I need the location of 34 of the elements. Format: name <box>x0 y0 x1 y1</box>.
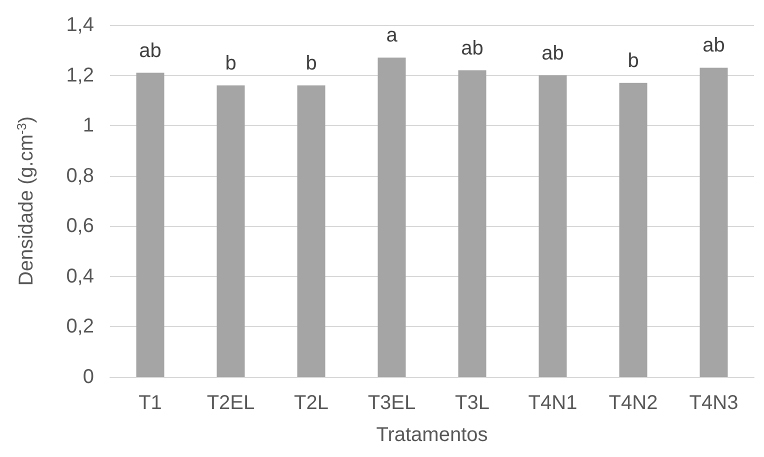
bar <box>538 75 567 377</box>
data-label: ab <box>461 37 484 60</box>
bar <box>700 68 728 377</box>
y-tick-label: 0,2 <box>66 316 94 338</box>
y-tick-label: 1 <box>82 114 94 137</box>
y-tick-label: 0 <box>82 366 94 388</box>
data-label: a <box>386 24 398 47</box>
y-tick-label: 0,4 <box>66 265 94 288</box>
bar <box>619 82 648 377</box>
x-tick-label: T4N1 <box>528 392 578 414</box>
y-tick-label: 0,6 <box>66 215 94 238</box>
x-tick-label: T2EL <box>206 392 255 414</box>
x-tick-label: T2L <box>294 392 328 414</box>
data-label: ab <box>542 42 564 64</box>
x-axis-title: Tratamentos <box>376 424 488 446</box>
data-label: ab <box>139 40 162 62</box>
y-tick-label: 1,2 <box>66 64 94 86</box>
bar <box>458 70 486 377</box>
data-label: b <box>225 52 236 74</box>
x-tick-label: T4N2 <box>608 392 658 414</box>
y-tick-label: 1,4 <box>66 14 94 36</box>
data-label: b <box>306 52 317 74</box>
x-tick-label: T3L <box>455 392 490 414</box>
x-tick-label: T3EL <box>368 392 416 414</box>
bar <box>297 85 326 377</box>
x-tick-label: T1 <box>138 392 162 414</box>
bar <box>216 85 245 377</box>
x-tick-label: T4N3 <box>689 392 738 414</box>
data-label: b <box>628 50 639 72</box>
y-axis-title: Densidade (g.cm-3) <box>14 116 38 286</box>
y-tick-label: 0,8 <box>66 164 94 187</box>
bar <box>136 72 164 377</box>
bar <box>378 58 406 377</box>
data-label: ab <box>702 34 725 57</box>
